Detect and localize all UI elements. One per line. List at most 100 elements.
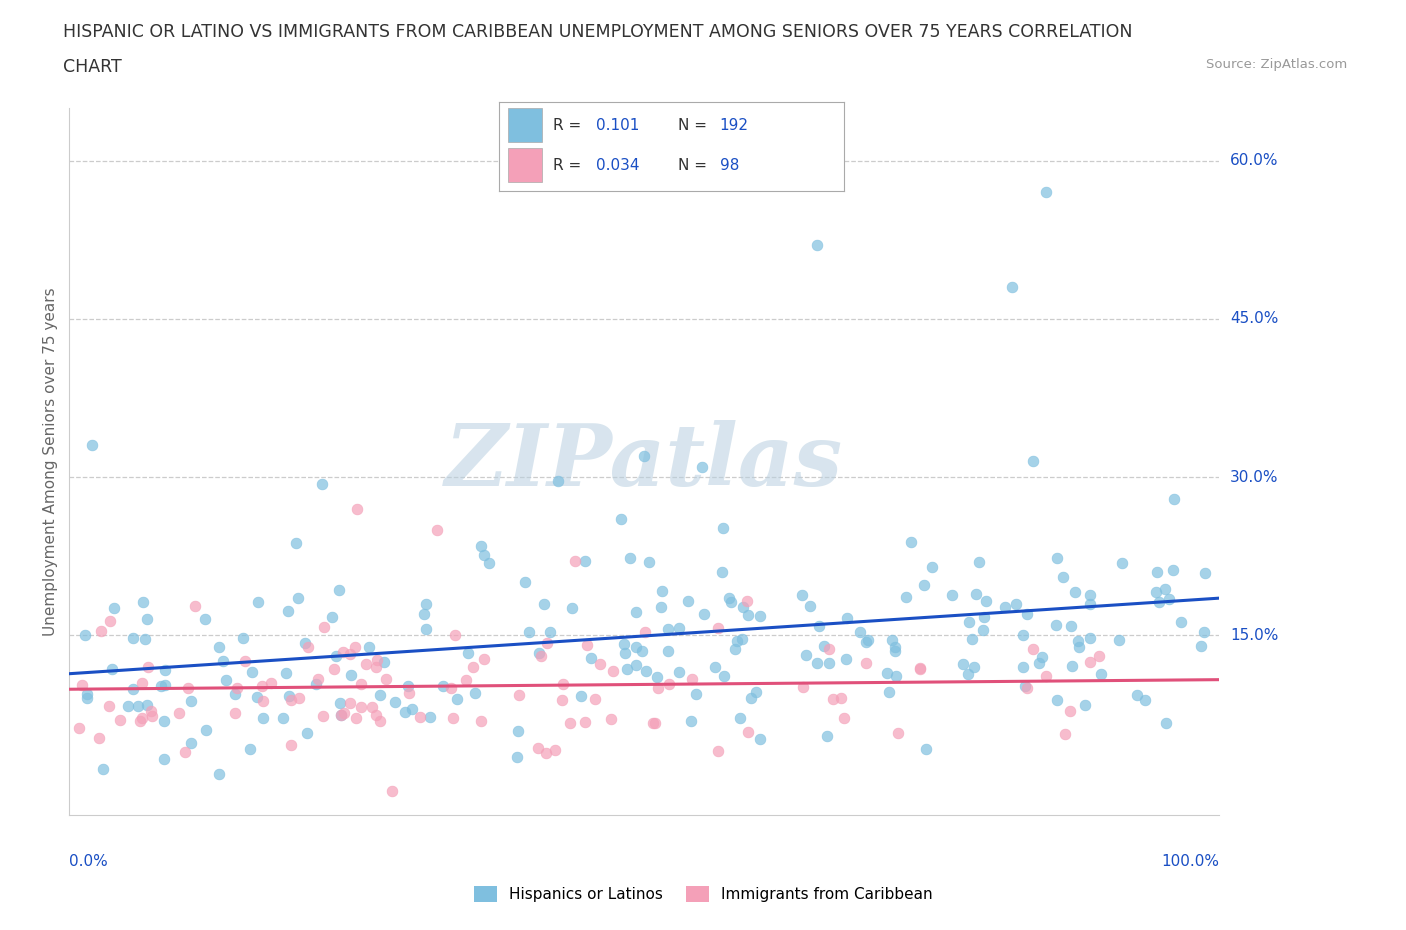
- Point: [128, 713, 150, 728]
- Point: [602, 664, 624, 679]
- Point: [799, 599, 821, 614]
- Point: [543, 743, 565, 758]
- Text: ZIPatlas: ZIPatlas: [446, 419, 844, 503]
- Point: [1052, 570, 1074, 585]
- Point: [534, 746, 557, 761]
- Point: [360, 699, 382, 714]
- Point: [312, 709, 335, 724]
- Point: [638, 554, 661, 569]
- Point: [886, 725, 908, 740]
- Point: [384, 694, 406, 709]
- Point: [233, 653, 256, 668]
- Point: [884, 640, 907, 655]
- Point: [194, 611, 217, 626]
- Point: [478, 555, 501, 570]
- Point: [180, 736, 202, 751]
- Point: [456, 672, 478, 687]
- Text: 0.101: 0.101: [596, 118, 638, 133]
- Point: [972, 622, 994, 637]
- Point: [900, 534, 922, 549]
- Point: [645, 669, 668, 684]
- Point: [508, 688, 530, 703]
- Point: [1035, 669, 1057, 684]
- Point: [527, 645, 550, 660]
- Text: 0.034: 0.034: [596, 157, 640, 173]
- Point: [1146, 565, 1168, 579]
- Point: [717, 591, 740, 606]
- Text: R =: R =: [553, 157, 581, 173]
- Point: [813, 639, 835, 654]
- Point: [685, 686, 707, 701]
- Point: [1063, 585, 1085, 600]
- Point: [1154, 581, 1177, 596]
- Point: [728, 711, 751, 725]
- Point: [737, 607, 759, 622]
- Point: [343, 640, 366, 655]
- Point: [624, 604, 647, 619]
- Point: [91, 762, 114, 777]
- Point: [177, 681, 200, 696]
- Point: [547, 473, 569, 488]
- Point: [76, 686, 98, 701]
- Point: [184, 598, 207, 613]
- Point: [277, 604, 299, 618]
- Point: [325, 648, 347, 663]
- Point: [271, 711, 294, 725]
- Point: [117, 698, 139, 713]
- Point: [446, 692, 468, 707]
- Point: [323, 661, 346, 676]
- Point: [457, 645, 479, 660]
- Point: [340, 668, 363, 683]
- Point: [131, 676, 153, 691]
- Point: [837, 611, 859, 626]
- Point: [1014, 679, 1036, 694]
- Point: [834, 711, 856, 725]
- Point: [333, 706, 356, 721]
- Point: [506, 724, 529, 738]
- Point: [346, 501, 368, 516]
- Point: [1074, 698, 1097, 712]
- Point: [1045, 618, 1067, 632]
- Text: 100.0%: 100.0%: [1161, 854, 1219, 869]
- Point: [381, 783, 404, 798]
- Point: [354, 657, 377, 671]
- Point: [208, 767, 231, 782]
- Point: [321, 609, 343, 624]
- Point: [613, 637, 636, 652]
- Text: HISPANIC OR LATINO VS IMMIGRANTS FROM CARIBBEAN UNEMPLOYMENT AMONG SENIORS OVER : HISPANIC OR LATINO VS IMMIGRANTS FROM CA…: [63, 23, 1133, 41]
- Point: [98, 698, 121, 713]
- Point: [690, 459, 713, 474]
- Point: [259, 676, 281, 691]
- Point: [426, 523, 449, 538]
- Point: [957, 615, 980, 630]
- Point: [969, 554, 991, 569]
- Point: [1015, 606, 1038, 621]
- Point: [274, 666, 297, 681]
- Text: 60.0%: 60.0%: [1230, 153, 1278, 168]
- Point: [707, 743, 730, 758]
- Point: [332, 644, 354, 659]
- Point: [1011, 628, 1033, 643]
- Point: [735, 593, 758, 608]
- Point: [647, 681, 669, 696]
- Point: [174, 744, 197, 759]
- Point: [1078, 654, 1101, 669]
- Point: [226, 681, 249, 696]
- Point: [67, 721, 90, 736]
- Point: [472, 547, 495, 562]
- Point: [551, 693, 574, 708]
- Point: [681, 671, 703, 686]
- Point: [957, 666, 980, 681]
- Point: [711, 565, 734, 579]
- Point: [720, 595, 742, 610]
- Point: [432, 679, 454, 694]
- Point: [711, 520, 734, 535]
- Point: [339, 696, 361, 711]
- Point: [364, 708, 387, 723]
- Point: [1053, 726, 1076, 741]
- Point: [76, 691, 98, 706]
- Point: [876, 666, 898, 681]
- Point: [328, 583, 350, 598]
- Point: [1078, 631, 1101, 645]
- Point: [740, 690, 762, 705]
